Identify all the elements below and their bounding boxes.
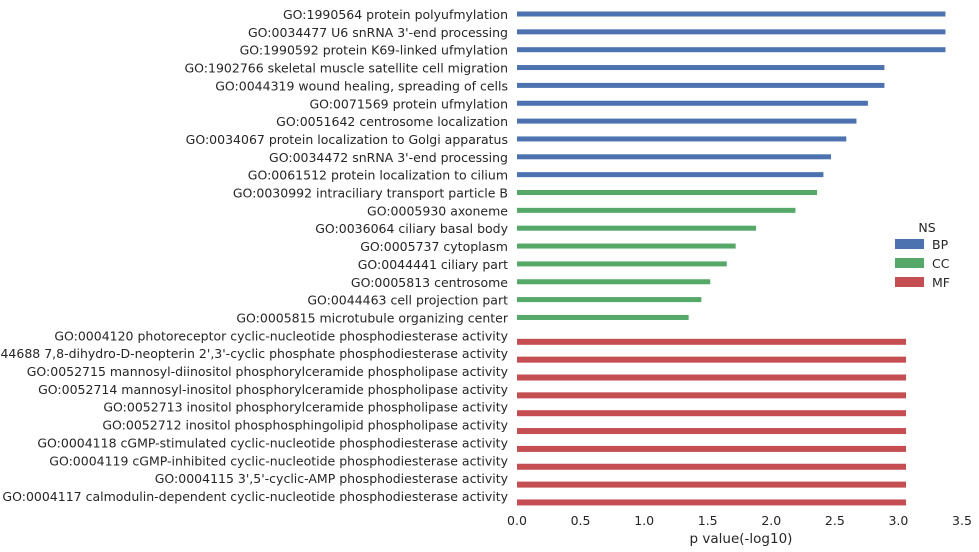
bar-bp	[517, 11, 946, 17]
bar-bp	[517, 172, 824, 178]
bar-cc	[517, 261, 727, 267]
bar-cc	[517, 297, 702, 303]
bar-bp	[517, 82, 885, 88]
bar-mf	[517, 499, 907, 506]
category-label: GO:0061512 protein localization to ciliu…	[248, 168, 508, 183]
category-label: GO:1902766 skeletal muscle satellite cel…	[184, 61, 508, 76]
bar-cc	[517, 207, 796, 213]
legend: NS BP CC MF	[895, 220, 950, 290]
category-labels: GO:1990564 protein polyufmylation GO:0034…	[0, 7, 509, 504]
category-label: GO:0044463 cell projection part	[307, 293, 508, 308]
category-label: GO:0005737 cytoplasm	[360, 239, 508, 254]
category-label: GO:0044319 wound healing, spreading of c…	[215, 78, 508, 93]
legend-label-bp: BP	[932, 237, 949, 252]
category-label: GO:0071569 protein ufmylation	[309, 96, 508, 111]
bar-mf	[517, 338, 907, 345]
bar-cc	[517, 279, 711, 285]
bar-cc	[517, 225, 757, 231]
bar-mf	[517, 428, 907, 435]
category-label: GO:0004115 3',5'-cyclic-AMP phosphodiest…	[155, 471, 509, 486]
bar-bp	[517, 65, 885, 71]
legend-swatch-bp	[895, 239, 924, 249]
category-label: GO:0030992 intraciliary transport partic…	[233, 186, 508, 201]
x-tick-label: 3.5	[952, 513, 972, 528]
category-label: GO:0005815 microtubule organizing center	[236, 310, 509, 325]
bar-mf	[517, 410, 907, 417]
bar-bp	[517, 118, 857, 124]
bar-mf	[517, 445, 907, 452]
x-tick-label: 3.0	[888, 513, 908, 528]
category-label: GO:0052715 mannosyl-diinositol phosphory…	[27, 364, 509, 379]
x-tick-label: 1.0	[634, 513, 654, 528]
category-label: GO:0034477 U6 snRNA 3'-end processing	[248, 25, 508, 40]
bar-bp	[517, 47, 946, 53]
legend-label-mf: MF	[932, 275, 950, 290]
bar-cc	[517, 314, 689, 320]
category-label: GO:0005930 axoneme	[367, 203, 508, 218]
category-label: GO:1990592 protein K69-linked ufmylation	[240, 43, 508, 58]
legend-title: NS	[918, 220, 935, 235]
category-label: GO:0034472 snRNA 3'-end processing	[269, 150, 508, 165]
category-label: GO:0052714 mannosyl-inositol phosphorylc…	[38, 382, 508, 397]
legend-swatch-cc	[895, 258, 924, 268]
legend-label-cc: CC	[932, 256, 950, 271]
x-tick-label: 2.0	[761, 513, 781, 528]
x-tick-label: 2.5	[825, 513, 845, 528]
bar-mf	[517, 356, 907, 363]
category-label: GO:0052712 inositol phosphosphingolipid …	[102, 418, 508, 433]
x-tick-label: 1.5	[698, 513, 718, 528]
bar-cc	[517, 243, 736, 249]
bar-bp	[517, 29, 946, 35]
category-label: GO:0052713 inositol phosphorylceramide p…	[103, 400, 508, 415]
bar-mf	[517, 481, 907, 488]
category-label: GO:0004118 cGMP-stimulated cyclic-nucleo…	[37, 435, 508, 450]
bar-bp	[517, 154, 832, 160]
category-label: GO:0051642 centrosome localization	[276, 114, 508, 129]
category-label: GO:0004117 calmodulin-dependent cyclic-n…	[2, 489, 508, 504]
category-label: GO:0036064 ciliary basal body	[315, 221, 508, 236]
bar-mf	[517, 392, 907, 399]
x-tick-labels: 0.0 0.5 1.0 1.5 2.0 2.5 3.0 3.5	[507, 513, 972, 528]
x-tick-label: 0.5	[571, 513, 591, 528]
legend-swatch-mf	[895, 277, 924, 287]
category-label: GO:0004119 cGMP-inhibited cyclic-nucleot…	[49, 453, 508, 468]
bar-bp	[517, 136, 847, 142]
category-label: GO:1990564 protein polyufmylation	[283, 7, 508, 22]
category-label: GO:0004120 photoreceptor cyclic-nucleoti…	[54, 328, 508, 343]
bars-group	[517, 11, 946, 506]
x-axis-label: p value(-log10)	[690, 531, 793, 547]
category-label: GO:0044441 ciliary part	[358, 257, 508, 272]
bar-mf	[517, 463, 907, 470]
category-label: GO:0005813 centrosome	[351, 275, 508, 290]
bar-cc	[517, 190, 818, 195]
bar-bp	[517, 100, 868, 106]
x-tick-label: 0.0	[507, 513, 527, 528]
bar-mf	[517, 374, 907, 381]
category-label: GO:0034067 protein localization to Golgi…	[186, 132, 508, 147]
category-label: GO:0044688 7,8-dihydro-D-neopterin 2',3'…	[0, 346, 509, 361]
